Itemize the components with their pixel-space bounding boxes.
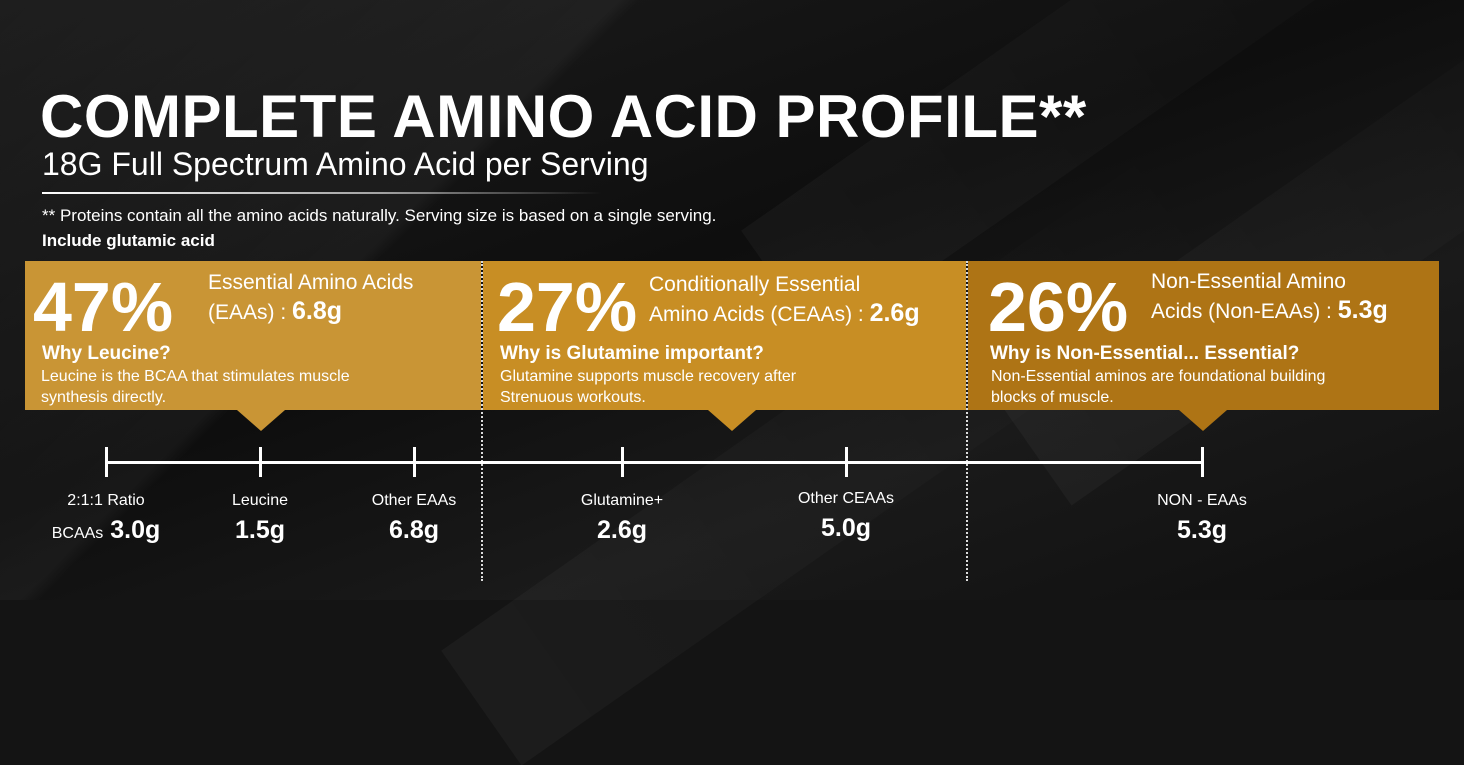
ceaas-description: Glutamine supports muscle recovery after… <box>500 366 920 408</box>
eaas-description: Leucine is the BCAA that stimulates musc… <box>41 366 461 408</box>
scale-label-other-ceaas: Other CEAAs <box>797 490 895 507</box>
scale-label-other-eaas: Other EAAs <box>371 492 457 509</box>
non-eaas-label-line1: Non-Essential Amino <box>1151 270 1346 293</box>
ceaas-percent: 27% <box>497 268 638 346</box>
scale-label-bcaas: 2:1:1 Ratio <box>67 492 145 509</box>
ceaas-label: Conditionally Essential Amino Acids (CEA… <box>649 270 920 329</box>
scale-tick-non-eaas <box>1201 447 1204 477</box>
scale-amount-bcaas: 3.0g <box>110 516 161 544</box>
non-eaas-why-heading: Why is Non-Essential... Essential? <box>990 343 1300 364</box>
non-eaas-amount: 5.3g <box>1337 296 1388 324</box>
scale-value-leucine: 1.5g <box>234 516 286 544</box>
panel-non-eaas <box>968 261 1439 410</box>
scale-tick-leucine <box>259 447 262 477</box>
scale-prefix-bcaas: BCAAs <box>51 525 104 542</box>
eaas-desc-line1: Leucine is the BCAA that stimulates musc… <box>41 368 350 385</box>
divider-eaas-ceaas <box>481 261 483 581</box>
non-eaas-desc-line2: blocks of muscle. <box>991 389 1114 406</box>
non-eaas-percent: 26% <box>988 268 1129 346</box>
non-eaas-label: Non-Essential Amino Acids (Non-EAAs) : 5… <box>1151 267 1388 326</box>
eaas-label-line2: (EAAs) : <box>208 301 287 324</box>
non-eaas-label-line2: Acids (Non-EAAs) : <box>1151 300 1332 323</box>
scale-tick-glutamine <box>621 447 624 477</box>
non-eaas-desc-line1: Non-Essential aminos are foundational bu… <box>991 368 1326 385</box>
scale-axis <box>106 461 1203 464</box>
glutamic-note: Include glutamic acid <box>42 231 215 250</box>
eaas-why-heading: Why Leucine? <box>42 343 171 364</box>
panel-eaas <box>25 261 481 410</box>
scale-tick-other-ceaas <box>845 447 848 477</box>
ceaas-desc-line1: Glutamine supports muscle recovery after <box>500 368 797 385</box>
page-title: COMPLETE AMINO ACID PROFILE** <box>40 83 1087 150</box>
scale-label-leucine: Leucine <box>231 492 289 509</box>
eaas-percent: 47% <box>33 268 174 346</box>
scale-value-other-ceaas: 5.0g <box>820 514 872 542</box>
scale-label-glutamine: Glutamine+ <box>580 492 664 509</box>
ceaas-label-line2: Amino Acids (CEAAs) : <box>649 303 864 326</box>
panel-ceaas <box>483 261 966 410</box>
eaas-label-line1: Essential Amino Acids <box>208 271 414 294</box>
ceaas-label-line1: Conditionally Essential <box>649 273 861 296</box>
title-underline <box>42 192 602 194</box>
scale-tick-bcaas <box>105 447 108 477</box>
divider-ceaas-non-eaas <box>966 261 968 581</box>
panel-ceaas-pointer <box>708 410 756 431</box>
scale-value-glutamine: 2.6g <box>596 516 648 544</box>
scale-value-other-eaas: 6.8g <box>388 516 440 544</box>
eaas-desc-line2: synthesis directly. <box>41 389 167 406</box>
eaas-label: Essential Amino Acids (EAAs) : 6.8g <box>208 268 413 327</box>
scale-tick-other-eaas <box>413 447 416 477</box>
ceaas-desc-line2: Strenuous workouts. <box>500 389 646 406</box>
scale-value-non-eaas: 5.3g <box>1176 516 1228 544</box>
ceaas-why-heading: Why is Glutamine important? <box>500 343 764 364</box>
scale-label-non-eaas: NON - EAAs <box>1157 492 1247 509</box>
page-subtitle: 18G Full Spectrum Amino Acid per Serving <box>42 146 649 182</box>
non-eaas-description: Non-Essential aminos are foundational bu… <box>991 366 1411 408</box>
eaas-amount: 6.8g <box>292 297 343 325</box>
panel-non-eaas-pointer <box>1179 410 1227 431</box>
scale-value-bcaas: BCAAs 3.0g <box>52 516 161 545</box>
ceaas-amount: 2.6g <box>869 299 920 327</box>
panel-eaas-pointer <box>237 410 285 431</box>
serving-note: ** Proteins contain all the amino acids … <box>42 206 717 225</box>
